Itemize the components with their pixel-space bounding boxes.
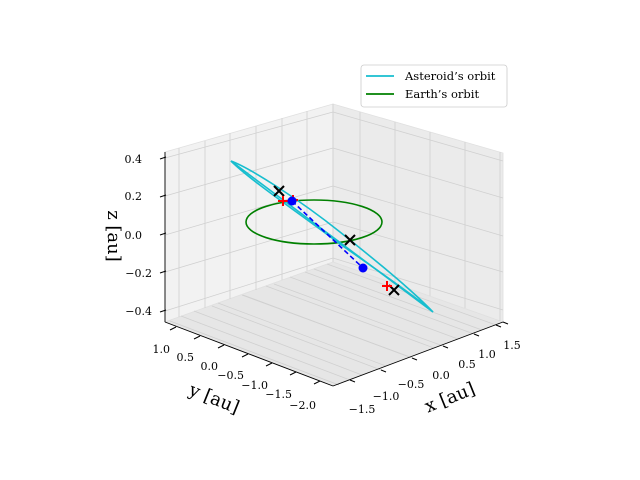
earth-orbit [245, 199, 383, 245]
svg-text:−1.5: −1.5 [349, 403, 376, 416]
svg-text:1.0: 1.0 [153, 343, 171, 356]
y-tick: −1.0 [241, 362, 273, 392]
x-tick: 1.0 [478, 324, 502, 361]
x-axis-label: x [au] [422, 378, 478, 417]
marker-x [273, 185, 285, 197]
svg-text:−1.0: −1.0 [373, 390, 400, 403]
marker-plus [278, 196, 288, 206]
x-tick: 0.5 [458, 333, 480, 371]
marker-dot [358, 263, 368, 273]
y-tick: −2.0 [289, 380, 321, 412]
legend-box [360, 64, 508, 108]
y-tick: −0.5 [217, 353, 249, 382]
asteroid-orbit-side [230, 160, 434, 313]
z-axis-label: z [au] [103, 210, 124, 262]
axis-lines [164, 152, 504, 387]
svg-text:Asteroid’s orbit: Asteroid’s orbit [404, 69, 496, 83]
z-axis: 0.4 0.2 0.0 −0.2 −0.4 z [au] [103, 153, 167, 318]
legend-entry: Earth’s orbit [366, 87, 479, 101]
svg-text:Earth’s orbit: Earth’s orbit [405, 87, 479, 101]
z-tick: 0.2 [125, 190, 167, 203]
marker-x [344, 234, 356, 246]
svg-text:−1.0: −1.0 [241, 379, 268, 392]
z-tick: 0.0 [125, 229, 167, 242]
svg-text:0.5: 0.5 [458, 358, 476, 371]
svg-text:−2.0: −2.0 [289, 399, 316, 412]
y-tick: 1.0 [153, 326, 177, 356]
dashed-transfer-line [291, 200, 364, 269]
svg-text:0.4: 0.4 [125, 153, 143, 166]
svg-text:−0.5: −0.5 [217, 369, 244, 382]
x-tick: 1.5 [502, 321, 521, 352]
axes-panes [163, 103, 505, 387]
marker-dot [287, 196, 297, 206]
x-tick: 0.0 [432, 345, 450, 382]
y-tick: −1.5 [265, 371, 297, 401]
z-tick: 0.4 [125, 153, 167, 166]
z-tick: −0.4 [125, 305, 167, 318]
svg-text:0.0: 0.0 [125, 229, 143, 242]
svg-text:1.0: 1.0 [478, 348, 496, 361]
svg-text:−0.5: −0.5 [398, 378, 425, 391]
svg-text:−1.5: −1.5 [265, 388, 292, 401]
svg-text:−0.4: −0.4 [125, 305, 152, 318]
svg-text:−0.2: −0.2 [125, 267, 152, 280]
legend: Asteroid’s orbit Earth’s orbit [360, 64, 508, 108]
svg-text:0.5: 0.5 [177, 351, 195, 364]
x-tick: −1.0 [373, 369, 400, 403]
svg-text:0.0: 0.0 [432, 369, 450, 382]
y-tick: 0.5 [177, 335, 201, 364]
y-tick: 0.0 [201, 344, 225, 373]
marker-plus [382, 281, 392, 291]
svg-text:0.2: 0.2 [125, 190, 143, 203]
x-tick: −1.5 [349, 379, 376, 416]
grid-lines [164, 104, 504, 386]
svg-text:0.0: 0.0 [201, 360, 219, 373]
svg-text:1.5: 1.5 [503, 339, 521, 352]
legend-entry: Asteroid’s orbit [366, 69, 496, 83]
y-axis-label: y [au] [185, 379, 242, 418]
x-tick: −0.5 [398, 357, 425, 391]
z-tick: −0.2 [125, 267, 167, 280]
